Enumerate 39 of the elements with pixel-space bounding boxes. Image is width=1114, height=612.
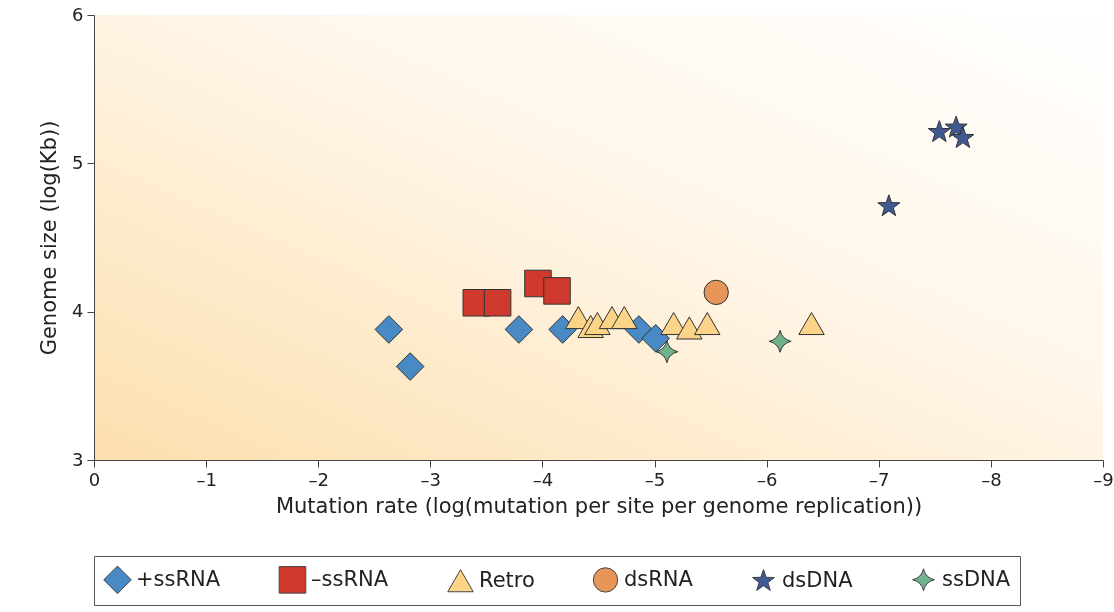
x-tick-label: –6 — [756, 468, 778, 490]
point — [655, 340, 679, 364]
y-tick-label: 3 — [72, 448, 84, 470]
legend-label: Retro — [479, 567, 535, 592]
x-tick-label: –5 — [644, 468, 666, 490]
point — [543, 277, 571, 305]
point — [694, 312, 721, 336]
point — [877, 194, 901, 217]
x-tick-label: –8 — [981, 468, 1002, 490]
x-tick-label: –7 — [869, 468, 890, 490]
legend-label: ssDNA — [942, 566, 1011, 591]
point — [927, 120, 951, 143]
x-tick-label: –2 — [308, 468, 329, 490]
y-axis-title: Genome size (log(Kb)) — [37, 120, 62, 356]
legend-label: dsRNA — [624, 566, 694, 591]
point — [703, 279, 729, 306]
point — [944, 115, 968, 138]
y-tick-label: 5 — [72, 151, 84, 173]
x-tick-label: –4 — [532, 468, 554, 490]
y-tick-label: 6 — [72, 3, 84, 25]
point — [798, 312, 825, 336]
point — [374, 315, 404, 344]
point — [768, 329, 792, 353]
point — [611, 306, 638, 330]
x-axis-title: Mutation rate (log(mutation per site per genome replication)) — [275, 493, 923, 518]
x-tick-label: –3 — [420, 468, 442, 490]
point — [676, 316, 703, 340]
legend-label: –ssRNA — [311, 566, 389, 591]
point — [395, 352, 425, 381]
x-tick-label: –9 — [1093, 468, 1114, 490]
x-tick-label: 0 — [88, 468, 101, 490]
x-tick-label: –1 — [196, 468, 217, 490]
y-tick-label: 4 — [72, 300, 84, 322]
point — [641, 324, 670, 353]
legend-label: +ssRNA — [136, 566, 221, 591]
legend-label: dsDNA — [782, 568, 854, 593]
point — [951, 126, 975, 148]
point — [504, 315, 534, 344]
point — [483, 289, 512, 317]
